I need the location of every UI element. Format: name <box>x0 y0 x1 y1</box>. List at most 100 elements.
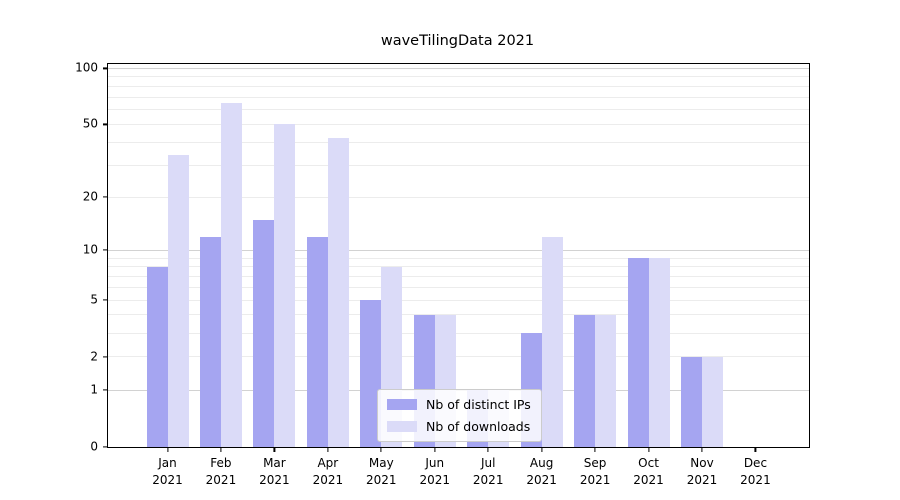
month-label: Aug <box>529 456 554 470</box>
gridline-100 <box>108 67 809 69</box>
gridline-6 <box>108 286 809 288</box>
x-axis-tick-label: May 2021 <box>366 455 397 490</box>
legend-swatch-distinct-ips <box>387 399 417 410</box>
x-tick-mark <box>541 447 543 452</box>
month-label: Dec <box>743 456 768 470</box>
year-label: 2021 <box>633 473 664 488</box>
y-tick-mark <box>103 249 108 251</box>
x-tick-mark <box>754 447 757 452</box>
x-axis-tick-label: Jan 2021 <box>152 455 183 490</box>
month-label: Sep <box>583 456 607 470</box>
year-label: 2021 <box>366 473 397 488</box>
gridline-20 <box>108 196 809 198</box>
year-label: 2021 <box>579 473 611 488</box>
legend: Nb of distinct IPs Nb of downloads <box>377 389 542 442</box>
y-axis-tick-label: 20 <box>82 189 98 204</box>
bar-downloads <box>167 155 189 447</box>
gridline-5 <box>108 299 809 301</box>
y-axis-tick-label: 10 <box>82 243 98 258</box>
y-axis-tick-label: 50 <box>82 117 98 132</box>
x-axis-tick-label: Aug 2021 <box>526 455 557 490</box>
gridline-60 <box>108 109 809 111</box>
gridline-4 <box>108 314 809 316</box>
y-tick-mark <box>103 196 108 198</box>
bar-distinct-ips <box>146 266 168 447</box>
year-label: 2021 <box>740 473 771 488</box>
gridline-90 <box>108 76 809 78</box>
x-axis-tick-label: Sep 2021 <box>580 455 611 490</box>
year-label: 2021 <box>312 473 344 488</box>
bar-downloads <box>595 314 617 447</box>
x-axis-tick-label: Oct 2021 <box>633 455 664 490</box>
x-tick-mark <box>701 447 703 452</box>
gridline-7 <box>108 275 809 277</box>
bar-downloads <box>702 356 723 447</box>
y-axis-tick-label: 100 <box>75 61 98 76</box>
y-tick-mark <box>103 123 108 126</box>
x-tick-mark <box>273 447 275 452</box>
y-tick-mark <box>103 446 108 448</box>
bar-distinct-ips <box>253 219 275 447</box>
month-label: Jun <box>425 456 445 470</box>
x-tick-mark <box>487 447 489 452</box>
year-label: 2021 <box>472 473 504 488</box>
x-axis-tick-label: Feb 2021 <box>206 455 237 490</box>
x-tick-mark <box>434 447 436 452</box>
chart-title: waveTilingData 2021 <box>380 33 535 49</box>
x-axis-tick-label: Apr 2021 <box>313 455 344 490</box>
bar-distinct-ips <box>627 258 649 447</box>
month-label: Oct <box>638 456 659 470</box>
gridline-10 <box>108 249 809 251</box>
bar-distinct-ips <box>360 300 382 447</box>
year-label: 2021 <box>152 473 183 488</box>
year-label: 2021 <box>526 473 557 488</box>
x-tick-mark <box>220 447 222 452</box>
plot-area: 0 1 2 5 10 20 50 100 Jan 2021 Feb 2021 Mar 2021 Apr 202… <box>75 61 810 487</box>
y-tick-mark <box>103 299 108 301</box>
month-label: May <box>368 456 394 470</box>
gridline-70 <box>108 96 809 98</box>
y-tick-mark <box>103 389 108 391</box>
bar-distinct-ips <box>306 236 328 447</box>
bar-downloads <box>648 258 670 447</box>
month-label: Apr <box>317 456 339 470</box>
legend-label: Nb of distinct IPs <box>426 397 531 412</box>
y-axis-tick-label: 1 <box>90 382 98 397</box>
y-tick-mark <box>103 356 108 358</box>
x-axis-tick-label: Jun 2021 <box>419 455 450 490</box>
gridline-80 <box>108 86 809 88</box>
month-label: Feb <box>210 456 232 470</box>
legend-label: Nb of downloads <box>426 419 531 434</box>
gridline-3 <box>108 332 809 334</box>
x-tick-mark <box>594 447 596 452</box>
bar-downloads <box>327 138 349 447</box>
gridline-2 <box>108 356 809 358</box>
y-tick-mark <box>103 67 108 70</box>
gridline-9 <box>108 257 809 259</box>
y-axis-tick-label: 2 <box>90 349 98 364</box>
year-label: 2021 <box>686 473 718 488</box>
gridline-40 <box>108 141 809 143</box>
x-tick-mark <box>380 447 382 452</box>
month-label: Mar <box>263 456 286 470</box>
bar-downloads <box>541 236 563 447</box>
bar-downloads <box>274 124 296 447</box>
month-label: Jan <box>158 456 177 470</box>
legend-row: Nb of distinct IPs <box>387 397 531 412</box>
legend-swatch-downloads <box>387 421 417 432</box>
year-label: 2021 <box>205 473 237 488</box>
bar-downloads <box>220 103 242 447</box>
month-label: Jul <box>480 456 496 470</box>
year-label: 2021 <box>419 473 451 488</box>
bar-distinct-ips <box>574 314 596 447</box>
gridline-50 <box>108 123 809 125</box>
x-tick-mark <box>166 447 169 452</box>
x-tick-mark <box>647 447 650 452</box>
x-axis-tick-label: Nov 2021 <box>687 455 718 490</box>
bar-distinct-ips <box>681 356 702 447</box>
y-axis-tick-label: 0 <box>90 439 98 454</box>
bar-distinct-ips <box>199 236 221 447</box>
x-axis-tick-label: Dec 2021 <box>740 455 771 490</box>
year-label: 2021 <box>259 473 290 488</box>
